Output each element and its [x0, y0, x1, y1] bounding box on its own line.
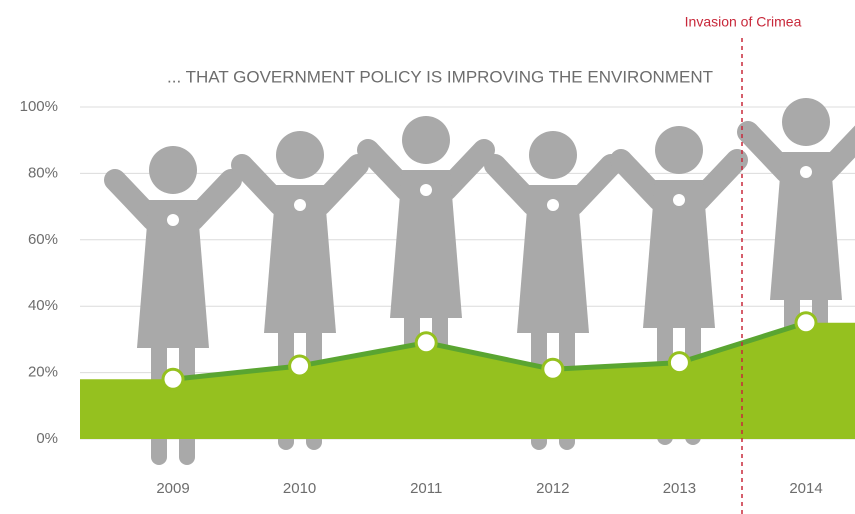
point — [161, 367, 185, 391]
x-tick-label: 2012 — [536, 480, 569, 497]
y-tick-label: 40% — [28, 297, 58, 314]
area — [173, 322, 806, 439]
x-tick-label: 2009 — [156, 480, 189, 497]
y-tick-label: 80% — [28, 164, 58, 181]
annotation: Invasion of Crimea — [685, 14, 802, 30]
chart-title: ... THAT GOVERNMENT POLICY IS IMPROVING … — [167, 67, 713, 86]
area-edge — [80, 379, 173, 439]
y-tick-label: 100% — [20, 98, 58, 115]
x-tick-label: 2010 — [283, 480, 316, 497]
point — [667, 351, 691, 375]
x-tick-label: 2014 — [789, 480, 822, 497]
area-edge — [806, 322, 855, 439]
point — [288, 354, 312, 378]
y-tick-label: 0% — [36, 430, 58, 447]
line — [172, 320, 807, 382]
point — [794, 311, 818, 335]
plot — [80, 311, 855, 439]
point — [541, 357, 565, 381]
x-tick-label: 2013 — [663, 480, 696, 497]
y-tick-label: 20% — [28, 364, 58, 381]
x-tick-label: 2011 — [410, 480, 442, 497]
point — [414, 331, 438, 355]
y-tick-label: 60% — [28, 231, 58, 248]
